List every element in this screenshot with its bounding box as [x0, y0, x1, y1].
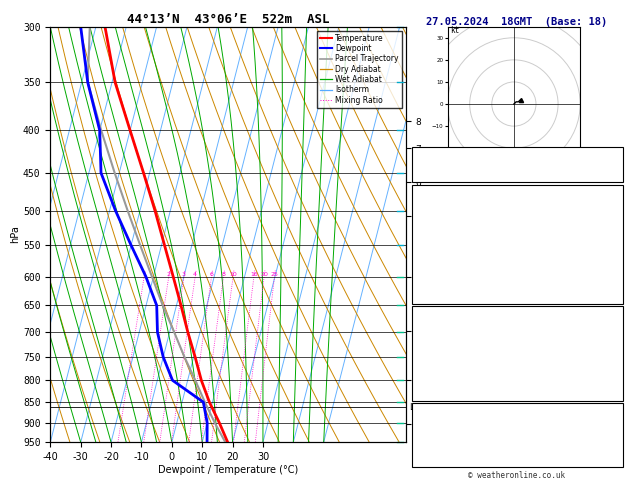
Text: StmDir: StmDir	[416, 439, 447, 448]
Text: SREH: SREH	[416, 427, 437, 436]
Text: CIN (J): CIN (J)	[416, 381, 452, 390]
Title: 44°13’N  43°06’E  522m  ASL: 44°13’N 43°06’E 522m ASL	[127, 13, 329, 26]
Text: 40: 40	[608, 427, 618, 436]
Text: 25: 25	[270, 272, 279, 277]
Legend: Temperature, Dewpoint, Parcel Trajectory, Dry Adiabat, Wet Adiabat, Isotherm, Mi: Temperature, Dewpoint, Parcel Trajectory…	[317, 31, 402, 108]
Text: CIN (J): CIN (J)	[416, 282, 452, 291]
Text: Most Unstable: Most Unstable	[485, 309, 550, 318]
Text: Totals Totals: Totals Totals	[416, 161, 481, 170]
Text: 225°: 225°	[598, 439, 618, 448]
Text: EH: EH	[416, 415, 426, 424]
Text: Lifted Index: Lifted Index	[416, 349, 476, 358]
Text: Lifted Index: Lifted Index	[416, 247, 476, 257]
Text: 3: 3	[182, 272, 186, 277]
Text: Surface: Surface	[500, 187, 535, 196]
Text: θᴇ (K): θᴇ (K)	[416, 333, 447, 342]
Text: 41: 41	[608, 365, 618, 374]
Text: 4: 4	[193, 272, 197, 277]
Text: © weatheronline.co.uk: © weatheronline.co.uk	[469, 471, 565, 480]
Text: 321: 321	[603, 333, 618, 342]
Text: LCL: LCL	[409, 403, 424, 412]
Text: 18.4: 18.4	[598, 196, 618, 205]
Text: 321: 321	[603, 230, 618, 239]
Text: K: K	[416, 150, 421, 159]
Text: 46: 46	[608, 415, 618, 424]
Text: 4: 4	[613, 451, 618, 460]
Text: 0: 0	[613, 282, 618, 291]
Text: CAPE (J): CAPE (J)	[416, 365, 457, 374]
Text: Hodograph: Hodograph	[495, 406, 540, 415]
Text: 10: 10	[229, 272, 237, 277]
Text: 20: 20	[260, 272, 268, 277]
Y-axis label: km
ASL: km ASL	[424, 226, 443, 243]
Text: CAPE (J): CAPE (J)	[416, 265, 457, 274]
Text: 2: 2	[167, 272, 170, 277]
Text: 11.6: 11.6	[598, 213, 618, 222]
Text: 27.05.2024  18GMT  (Base: 18): 27.05.2024 18GMT (Base: 18)	[426, 17, 608, 27]
Text: kt: kt	[450, 26, 459, 35]
Text: 1: 1	[613, 247, 618, 257]
Text: θᴇ(K): θᴇ(K)	[416, 230, 442, 239]
Text: 2.31: 2.31	[598, 172, 618, 180]
Text: 0: 0	[613, 381, 618, 390]
Text: 6: 6	[209, 272, 213, 277]
Y-axis label: hPa: hPa	[10, 226, 20, 243]
Text: Pressure (mb): Pressure (mb)	[416, 317, 481, 327]
Text: 1: 1	[142, 272, 146, 277]
X-axis label: Dewpoint / Temperature (°C): Dewpoint / Temperature (°C)	[158, 465, 298, 475]
Text: Dewp (°C): Dewp (°C)	[416, 213, 462, 222]
Text: 26: 26	[608, 150, 618, 159]
Text: 16: 16	[250, 272, 258, 277]
Text: Temp (°C): Temp (°C)	[416, 196, 462, 205]
Text: Mixing Ratio (g/kg): Mixing Ratio (g/kg)	[436, 187, 445, 282]
Text: StmSpd (kt): StmSpd (kt)	[416, 451, 471, 460]
Text: 45: 45	[608, 161, 618, 170]
Text: 958: 958	[603, 317, 618, 327]
Text: 1: 1	[613, 349, 618, 358]
Text: PW (cm): PW (cm)	[416, 172, 452, 180]
Text: 41: 41	[608, 265, 618, 274]
Text: 8: 8	[221, 272, 225, 277]
